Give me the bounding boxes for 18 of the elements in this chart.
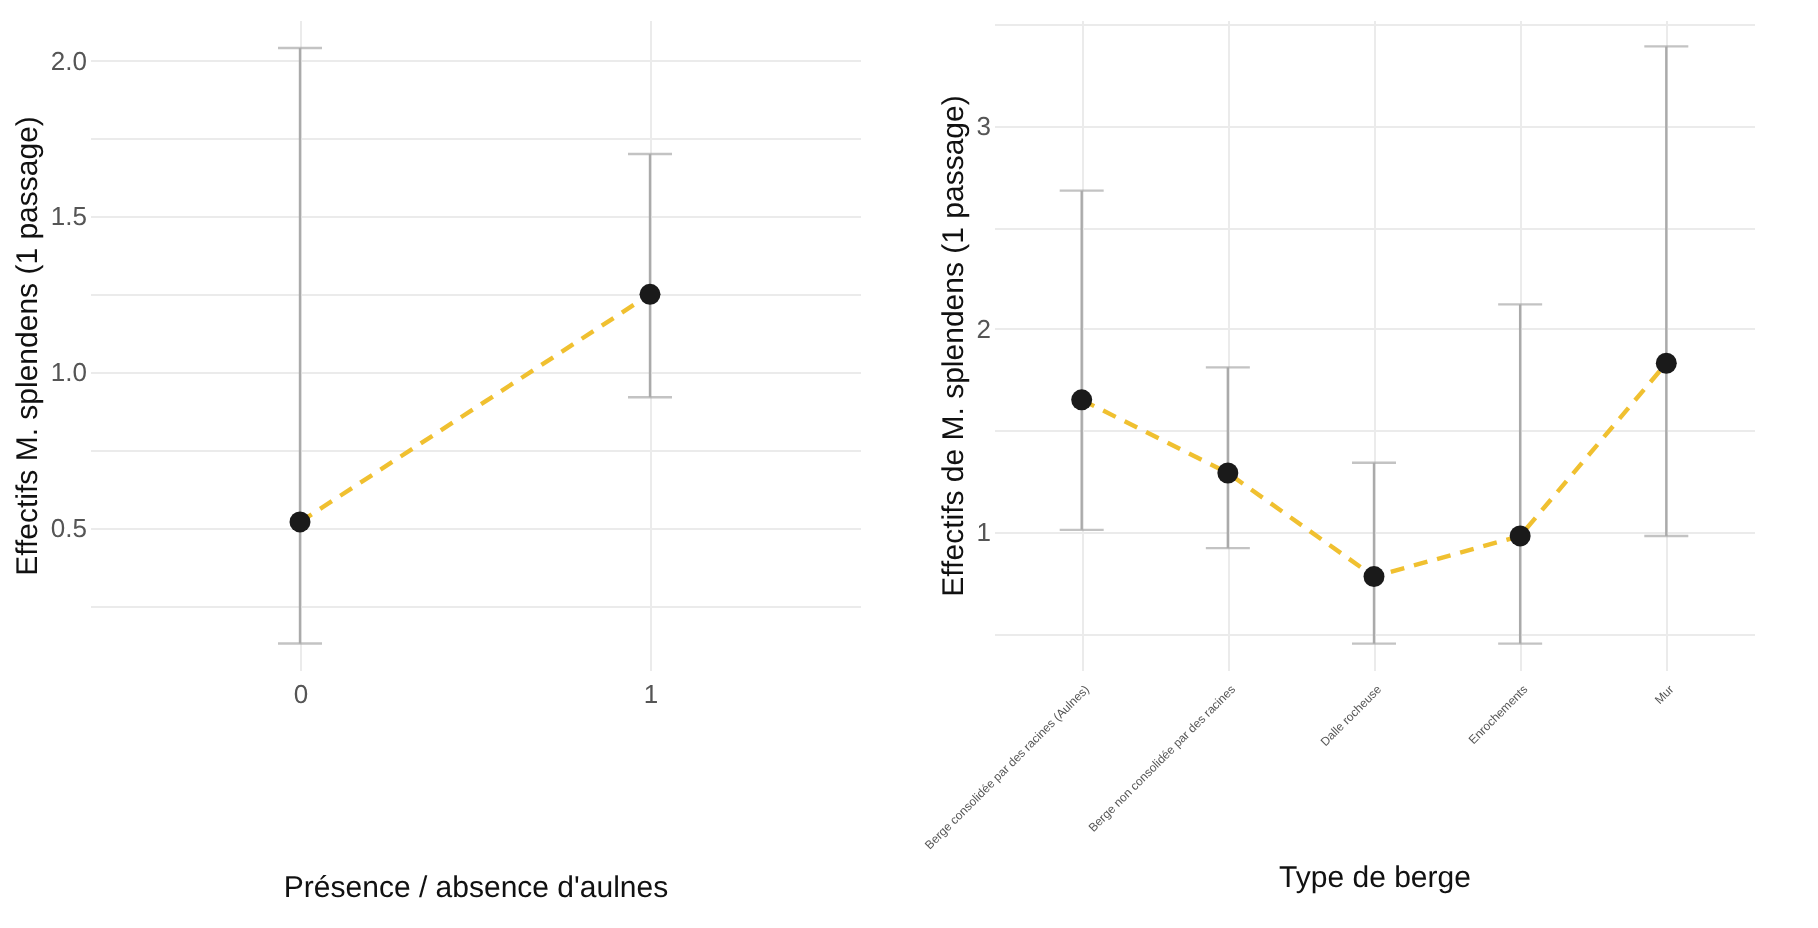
y-axis-title: Effectifs de M. splendens (1 passage) (936, 95, 971, 597)
y-tick-label: 1 (976, 516, 991, 547)
x-axis-title: Type de berge (1279, 861, 1471, 896)
y-tick-label: 2 (976, 313, 991, 344)
y-tick-label: 2.0 (50, 45, 87, 76)
point (1655, 352, 1677, 374)
x-tick-label: 1 (643, 679, 659, 709)
y-tick-label: 3 (976, 110, 991, 141)
point (1509, 525, 1531, 547)
y-axis-title: Effectifs M. splendens (1 passage) (10, 116, 45, 576)
point (1217, 462, 1239, 484)
y-tick-label: 0.5 (50, 513, 87, 544)
x-axis-title: Présence / absence d'aulnes (283, 871, 669, 905)
y-tick-label: 1.5 (50, 201, 87, 232)
point (1363, 566, 1385, 588)
x-tick-label: 0 (293, 679, 309, 709)
point (1071, 389, 1093, 411)
y-tick-label: 1.0 (50, 357, 87, 388)
